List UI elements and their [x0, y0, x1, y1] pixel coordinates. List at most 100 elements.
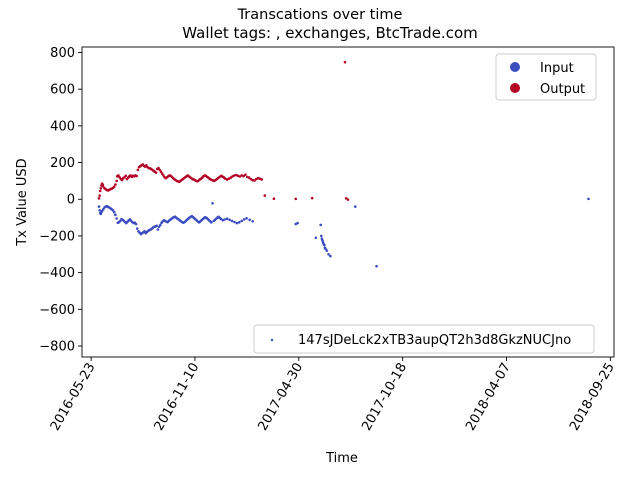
output-point	[294, 197, 298, 201]
input-point	[296, 221, 299, 225]
output-point	[253, 179, 256, 182]
legend-color: Input Output	[495, 53, 597, 101]
output-point	[244, 173, 247, 176]
input-point	[98, 208, 101, 212]
output-point	[112, 185, 116, 189]
input-point	[100, 209, 104, 213]
x-tick-label: 2017-10-18	[359, 361, 410, 434]
input-point	[327, 252, 330, 256]
output-point	[346, 198, 350, 201]
output-point	[120, 178, 124, 182]
legend-series-box	[253, 324, 595, 354]
x-tick-label: 2018-04-07	[463, 361, 514, 434]
output-point	[263, 194, 267, 197]
input-point	[111, 208, 115, 212]
x-axis-ticks: 2016-05-23 2016-11-10 2017-04-30 2017-10-18…	[48, 357, 618, 433]
legend-input-swatch	[510, 62, 520, 72]
y-axis-label: Tx Value USD	[15, 158, 30, 246]
y-tick-label: −400	[39, 266, 75, 281]
input-point	[235, 221, 239, 225]
input-point	[134, 222, 138, 226]
output-point	[117, 174, 120, 177]
output-point	[101, 185, 105, 188]
output-point	[157, 166, 160, 170]
output-point	[98, 189, 102, 193]
input-point	[135, 227, 139, 230]
output-point	[272, 197, 276, 200]
input-point	[223, 218, 227, 221]
output-point	[229, 176, 233, 179]
input-point	[245, 217, 248, 220]
output-point	[115, 179, 118, 183]
axes-layer: 2016-05-23 2016-11-10 2017-04-30 2017-10-18…	[15, 46, 618, 466]
legend-series-marker	[270, 338, 274, 342]
input-point	[587, 197, 590, 201]
input-point	[114, 213, 117, 217]
plot-frame	[81, 46, 615, 358]
output-point	[99, 186, 103, 190]
legend-output-label: Output	[540, 82, 585, 97]
output-point	[136, 168, 140, 172]
input-point	[319, 234, 323, 238]
output-point	[310, 196, 314, 200]
input-point	[325, 249, 329, 252]
input-point	[112, 210, 116, 214]
input-point	[143, 230, 146, 233]
output-point	[124, 174, 128, 178]
output-point	[247, 176, 251, 179]
output-point	[118, 175, 121, 179]
x-tick-label: 2018-09-25	[567, 361, 618, 434]
y-tick-label: −200	[39, 229, 75, 244]
x-tick-label: 2016-11-10	[152, 361, 203, 434]
legend-series-label: 147sJDeLck2xTB3aupQT2h3d8GkzNUCJno	[298, 333, 571, 348]
input-point	[159, 223, 162, 227]
input-point	[237, 221, 241, 224]
input-point	[329, 254, 332, 258]
y-tick-label: −800	[39, 339, 75, 354]
input-point	[251, 219, 254, 223]
output-point	[158, 168, 162, 172]
x-axis-label: Time	[325, 451, 358, 466]
output-point	[344, 197, 348, 200]
y-tick-label: 400	[50, 119, 75, 134]
output-point	[162, 174, 165, 177]
input-point	[240, 219, 244, 223]
chart-subtitle: Wallet tags: , exchanges, BtcTrade.com	[182, 24, 478, 42]
input-point	[118, 219, 122, 223]
legend-input-label: Input	[540, 61, 574, 76]
input-point	[157, 225, 161, 229]
y-axis-ticks: −800 −600 −400 −200 0 200 400 600 800	[39, 46, 82, 354]
input-point	[211, 201, 214, 205]
input-point	[248, 218, 251, 222]
output-point	[135, 174, 138, 178]
output-point	[160, 172, 164, 175]
y-tick-label: 200	[50, 156, 75, 171]
output-point	[98, 194, 101, 197]
y-tick-label: 800	[50, 46, 75, 61]
input-point	[324, 247, 327, 251]
x-tick-label: 2016-05-23	[48, 361, 99, 434]
output-point	[154, 171, 158, 174]
chart-title: Transcations over time	[237, 7, 403, 23]
input-point	[156, 228, 160, 231]
input-point	[155, 224, 158, 228]
legend-output-swatch	[510, 83, 520, 93]
output-point	[260, 178, 264, 181]
input-point	[225, 217, 229, 220]
input-point	[233, 220, 236, 224]
y-tick-label: −600	[39, 303, 75, 318]
input-point	[115, 217, 118, 220]
legend-series: 147sJDeLck2xTB3aupQT2h3d8GkzNUCJno	[253, 324, 595, 354]
points-layer	[97, 60, 590, 268]
input-point	[319, 223, 322, 227]
input-point	[101, 208, 105, 211]
input-point	[323, 243, 326, 247]
legend-color-box	[495, 53, 597, 101]
output-point	[242, 174, 245, 178]
output-point	[97, 197, 101, 200]
input-point	[375, 264, 378, 268]
input-point	[353, 205, 357, 208]
output-point	[145, 164, 148, 167]
x-tick-label: 2017-04-30	[256, 361, 307, 434]
